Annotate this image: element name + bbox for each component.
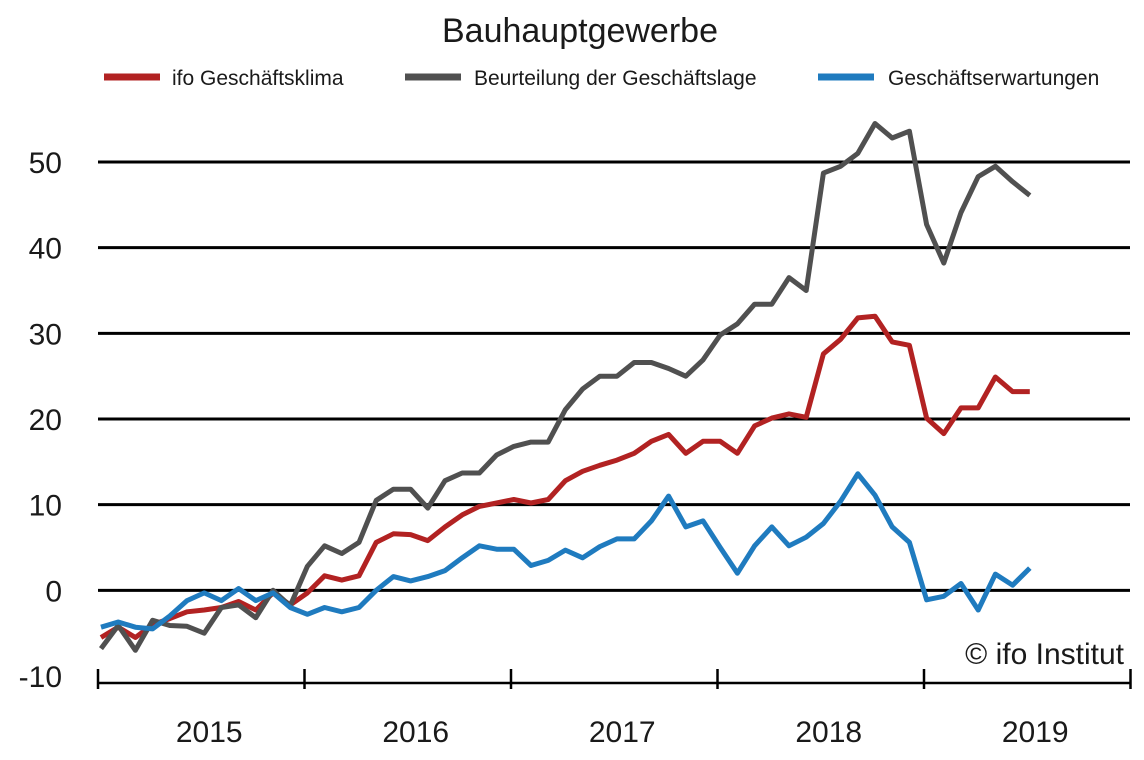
series-line-ifo-geschäftsklima bbox=[99, 313, 1030, 640]
y-axis-ticks: 50 40 30 20 10 0 -10 bbox=[19, 147, 62, 694]
legend-label-geschäftserwartungen: Geschäftserwartungen bbox=[888, 67, 1099, 90]
copyright-notice: © ifo Institut bbox=[965, 638, 1124, 671]
series-line-geschäftserwartungen bbox=[100, 471, 1032, 632]
x-tick-label: 2018 bbox=[795, 716, 862, 749]
grid bbox=[98, 160, 1130, 592]
y-tick-label: 20 bbox=[29, 404, 62, 437]
x-tick-label: 2015 bbox=[176, 716, 243, 749]
series-line-beurteilung-der-geschäftslage bbox=[98, 121, 1032, 653]
chart-title: Bauhauptgewerbe bbox=[442, 12, 718, 50]
legend-label-beurteilung-der-geschäftslage: Beurteilung der Geschäftslage bbox=[474, 67, 757, 90]
y-tick-label: -10 bbox=[19, 661, 62, 694]
y-tick-label: 40 bbox=[29, 233, 62, 266]
legend: ifo Geschäftsklima Beurteilung der Geschä… bbox=[104, 67, 1099, 90]
y-tick-label: 30 bbox=[29, 318, 62, 351]
x-tick-label: 2016 bbox=[382, 716, 449, 749]
y-tick-label: 50 bbox=[29, 147, 62, 180]
x-axis: 2015 2016 2017 2018 2019 bbox=[96, 669, 1132, 749]
y-tick-label: 0 bbox=[45, 575, 62, 608]
legend-label-ifo-geschäftsklima: ifo Geschäftsklima bbox=[172, 67, 344, 90]
x-tick-label: 2017 bbox=[589, 716, 656, 749]
y-tick-label: 10 bbox=[29, 490, 62, 523]
x-tick-label: 2019 bbox=[1002, 716, 1069, 749]
series-lines bbox=[98, 121, 1032, 653]
